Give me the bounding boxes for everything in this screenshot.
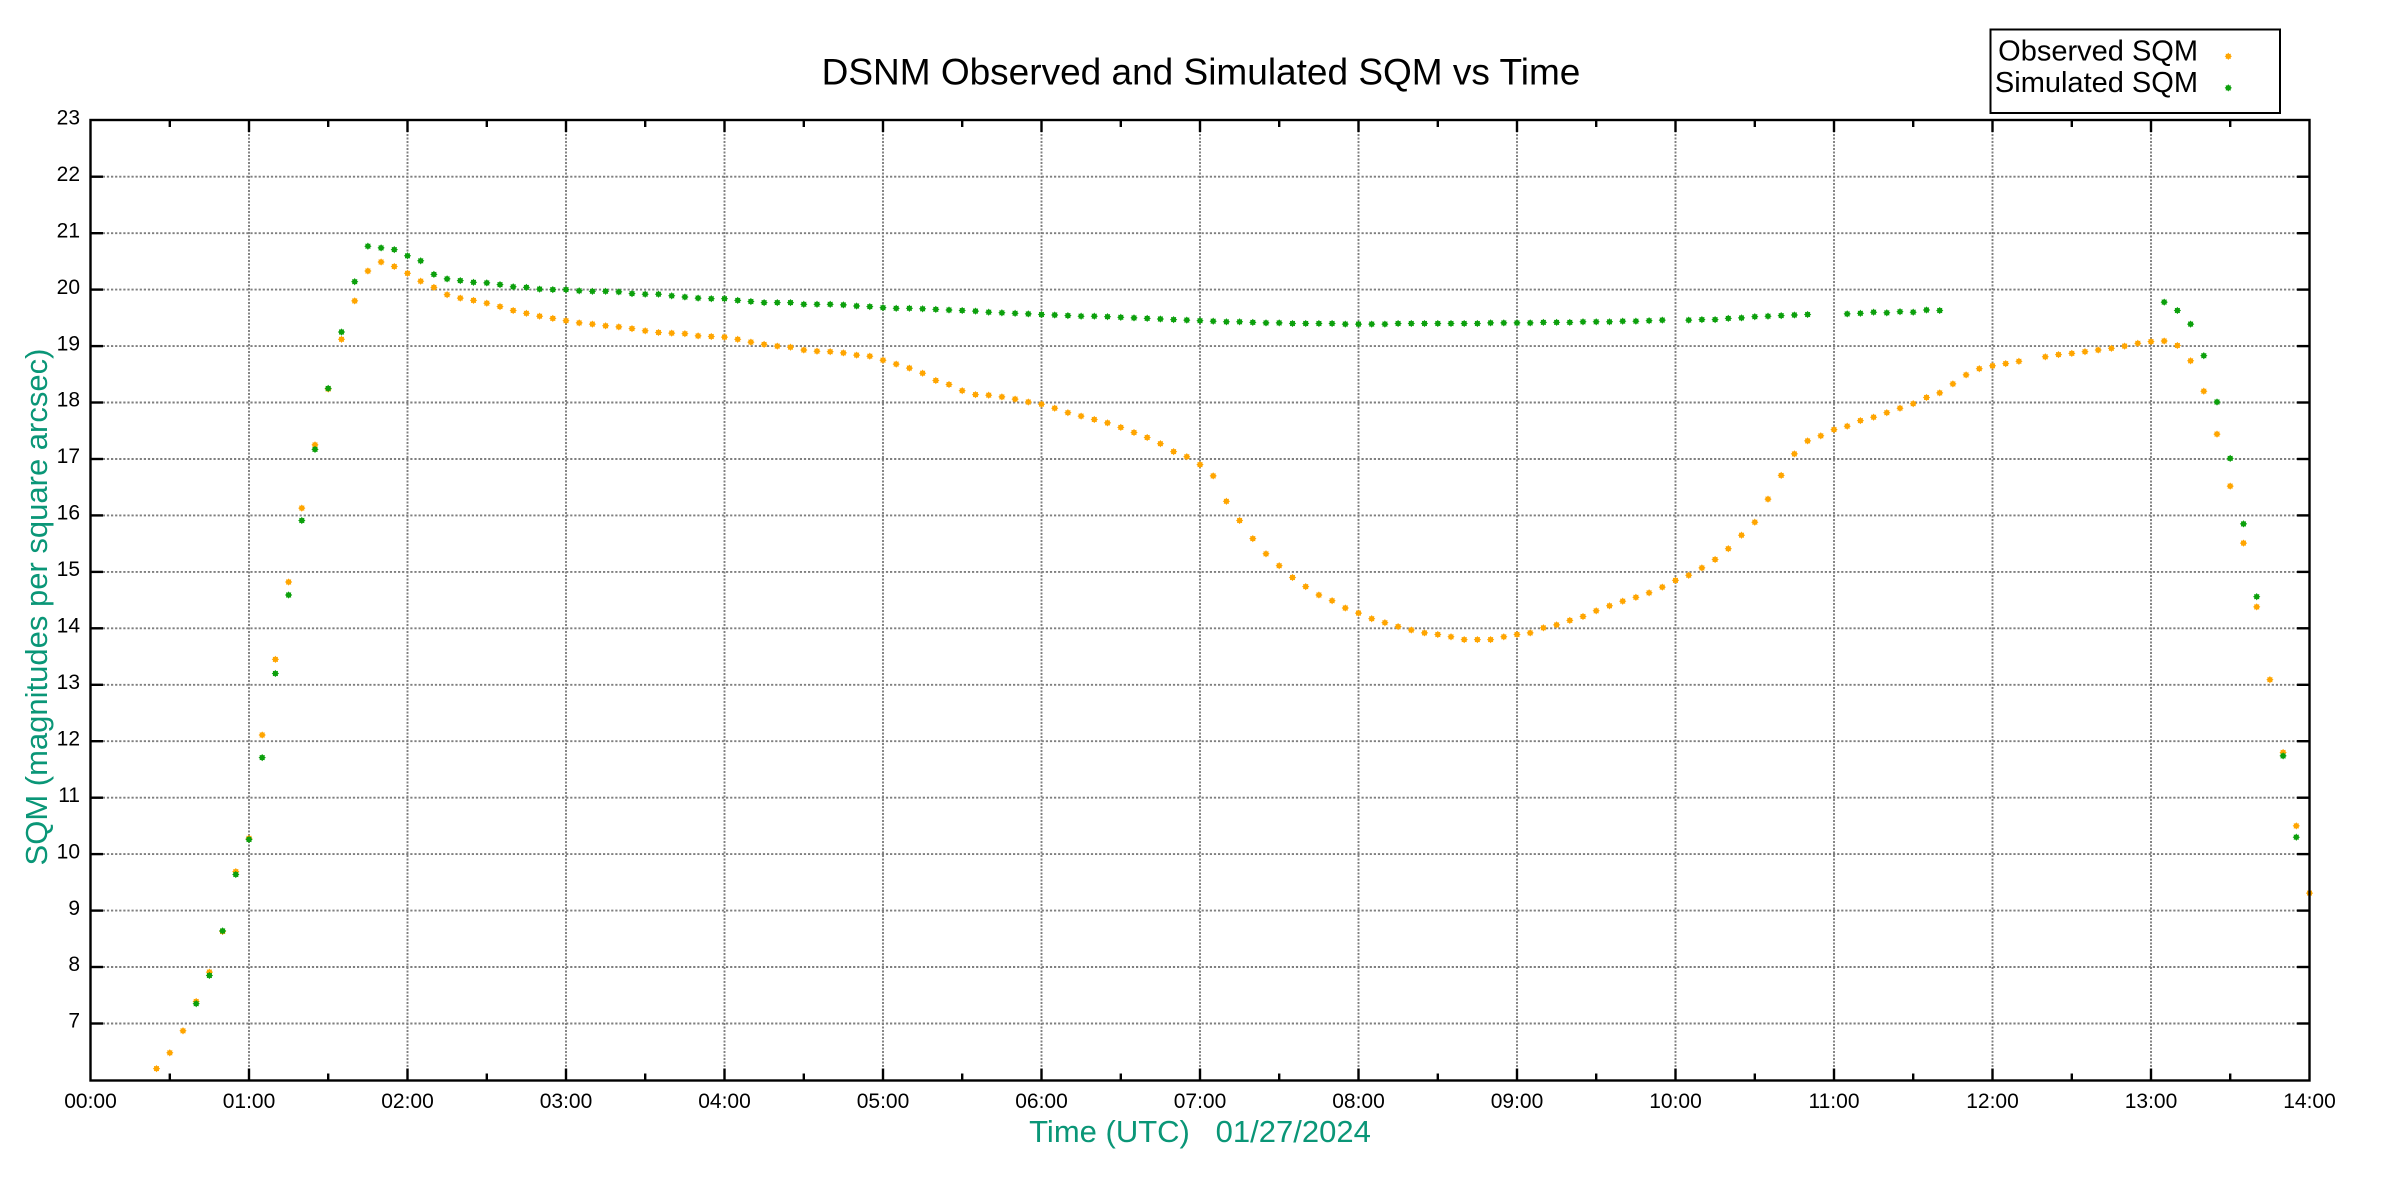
- svg-text:21: 21: [57, 219, 80, 242]
- svg-text:02:00: 02:00: [381, 1090, 434, 1113]
- svg-text:9: 9: [68, 897, 80, 920]
- svg-text:Time (UTC) 01/27/2024: Time (UTC) 01/27/2024: [1029, 1114, 1371, 1149]
- svg-text:11: 11: [58, 784, 80, 807]
- svg-text:SQM (magnitudes per square arc: SQM (magnitudes per square arcsec): [19, 349, 54, 866]
- svg-text:06:00: 06:00: [1015, 1090, 1068, 1113]
- svg-text:09:00: 09:00: [1491, 1090, 1544, 1113]
- svg-text:04:00: 04:00: [698, 1090, 751, 1113]
- svg-text:15: 15: [57, 558, 80, 581]
- svg-text:8: 8: [68, 953, 80, 976]
- svg-text:18: 18: [57, 389, 80, 412]
- svg-text:7: 7: [68, 1010, 80, 1033]
- svg-text:00:00: 00:00: [64, 1090, 117, 1113]
- svg-text:07:00: 07:00: [1174, 1090, 1227, 1113]
- svg-text:23: 23: [57, 107, 80, 130]
- svg-text:14:00: 14:00: [2283, 1090, 2336, 1113]
- svg-text:08:00: 08:00: [1332, 1090, 1385, 1113]
- svg-text:01:00: 01:00: [223, 1090, 276, 1113]
- svg-text:10:00: 10:00: [1649, 1090, 1702, 1113]
- svg-text:03:00: 03:00: [540, 1090, 593, 1113]
- svg-text:20: 20: [57, 276, 80, 299]
- svg-text:22: 22: [57, 163, 80, 186]
- svg-text:13:00: 13:00: [2125, 1090, 2178, 1113]
- svg-text:Simulated SQM: Simulated SQM: [1995, 67, 2198, 99]
- svg-text:12:00: 12:00: [1966, 1090, 2019, 1113]
- svg-text:13: 13: [57, 671, 80, 694]
- svg-text:14: 14: [57, 615, 81, 638]
- svg-text:12: 12: [57, 727, 80, 750]
- svg-text:17: 17: [57, 445, 80, 468]
- svg-text:05:00: 05:00: [857, 1090, 910, 1113]
- svg-text:11:00: 11:00: [1809, 1090, 1860, 1113]
- svg-text:16: 16: [57, 502, 80, 525]
- svg-text:19: 19: [57, 332, 80, 355]
- svg-text:Observed SQM: Observed SQM: [1998, 35, 2198, 67]
- svg-text:DSNM Observed and Simulated SQ: DSNM Observed and Simulated SQM vs Time: [822, 52, 1581, 93]
- svg-text:10: 10: [57, 840, 80, 863]
